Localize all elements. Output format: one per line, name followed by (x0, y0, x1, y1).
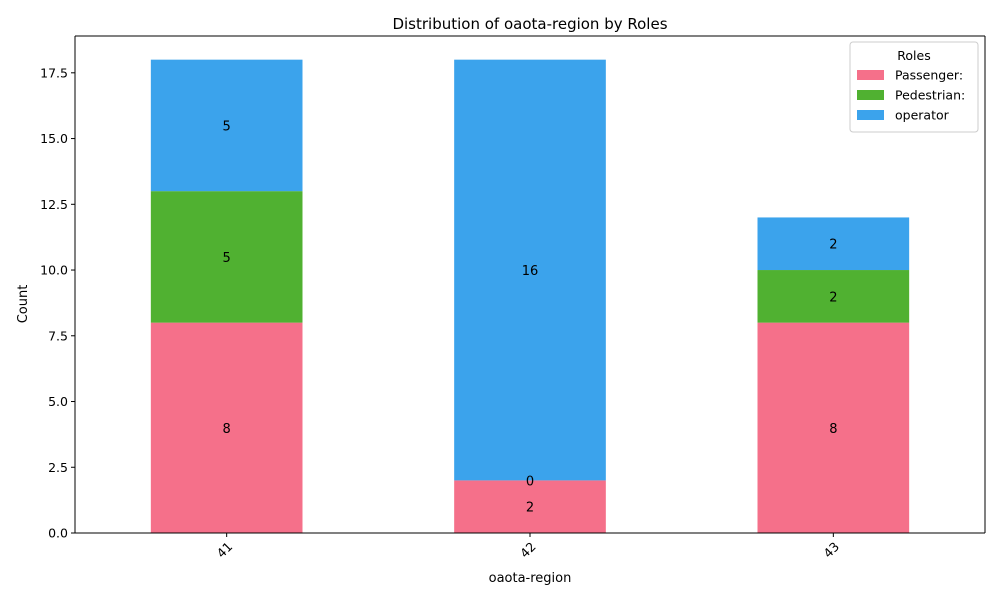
bar-value-label-41-2: 5 (223, 119, 231, 134)
bar-segment-42-2 (454, 59, 606, 481)
bar-value-label-43-0: 8 (829, 422, 837, 437)
legend-swatch-1 (857, 90, 884, 100)
y-tick-label: 2.5 (48, 460, 68, 475)
bar-value-label-41-1: 5 (223, 251, 231, 266)
x-axis-label: oaota-region (489, 571, 572, 586)
chart-title: Distribution of oaota-region by Roles (392, 15, 667, 33)
legend: Roles Passenger: Pedestrian: operator (849, 41, 979, 133)
x-tick-label: 43 (820, 539, 842, 561)
legend-swatch-2 (857, 110, 884, 120)
bar-value-label-42-1: 0 (526, 474, 534, 489)
legend-frame (849, 41, 979, 133)
y-tick-label: 17.5 (40, 65, 68, 80)
bar-segment-43-1 (757, 270, 910, 323)
y-tick-label: 15.0 (40, 131, 68, 146)
legend-label-2: operator (895, 108, 950, 123)
x-tick-label: 42 (517, 539, 539, 561)
bar-value-label-42-0: 2 (526, 501, 534, 516)
legend-label-0: Passenger: (895, 68, 963, 83)
y-axis-label: Count (16, 285, 31, 324)
bar-segment-43-0 (757, 322, 910, 533)
legend-items: Passenger: Pedestrian: operator (857, 68, 965, 123)
bars-layer (150, 59, 910, 533)
bar-value-label-42-2: 16 (522, 264, 539, 279)
y-tick-label: 10.0 (40, 263, 68, 278)
y-tick-label: 5.0 (48, 394, 68, 409)
x-tick-label: 41 (214, 539, 236, 561)
bar-segment-41-0 (150, 322, 303, 533)
bar-segment-43-2 (757, 217, 910, 271)
bar-value-label-43-2: 2 (829, 238, 837, 253)
bar-value-label-43-1: 2 (829, 290, 837, 305)
bar-segment-41-1 (150, 191, 303, 323)
y-tick-label: 12.5 (40, 197, 68, 212)
legend-title: Roles (897, 48, 930, 63)
axes-layer: 0.0 2.5 5.0 7.5 10.0 12.5 15.0 17.5 41 42 43 (40, 35, 986, 561)
bar-labels-layer: 8 5 5 2 0 16 8 2 2 (223, 119, 838, 515)
bar-segment-42-0 (454, 480, 606, 533)
y-tick-label: 0.0 (48, 526, 68, 541)
bar-value-label-41-0: 8 (223, 422, 231, 437)
legend-swatch-0 (857, 70, 884, 80)
legend-label-1: Pedestrian: (895, 88, 965, 103)
y-tick-label: 7.5 (48, 328, 68, 343)
bar-segment-41-2 (150, 59, 303, 192)
